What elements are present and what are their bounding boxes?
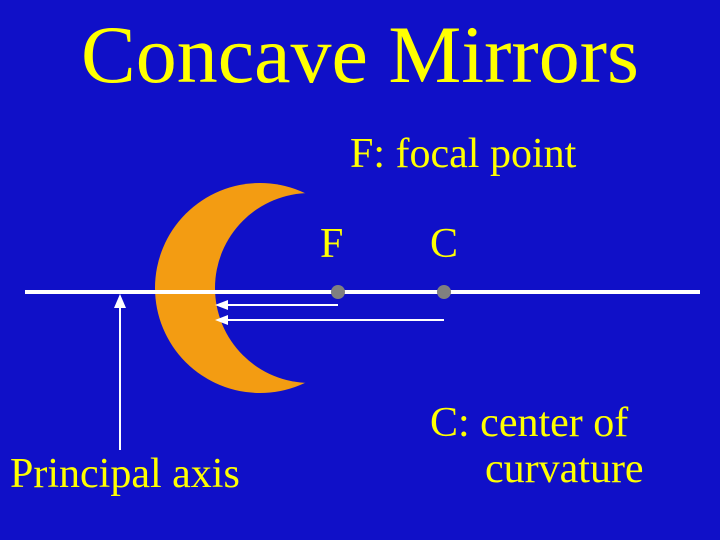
definition-c-line1: C: center of [430,400,644,446]
principal-axis-pointer-head [114,294,126,308]
center-curvature-dot [437,285,451,299]
definition-focal-point: F: focal point [350,130,576,178]
principal-axis-label: Principal axis [10,450,240,498]
page-title: Concave Mirrors [0,0,720,102]
definition-c-line2: curvature [430,446,644,492]
focal-point-dot [331,285,345,299]
definition-center-curvature: C: center of curvature [430,400,644,492]
